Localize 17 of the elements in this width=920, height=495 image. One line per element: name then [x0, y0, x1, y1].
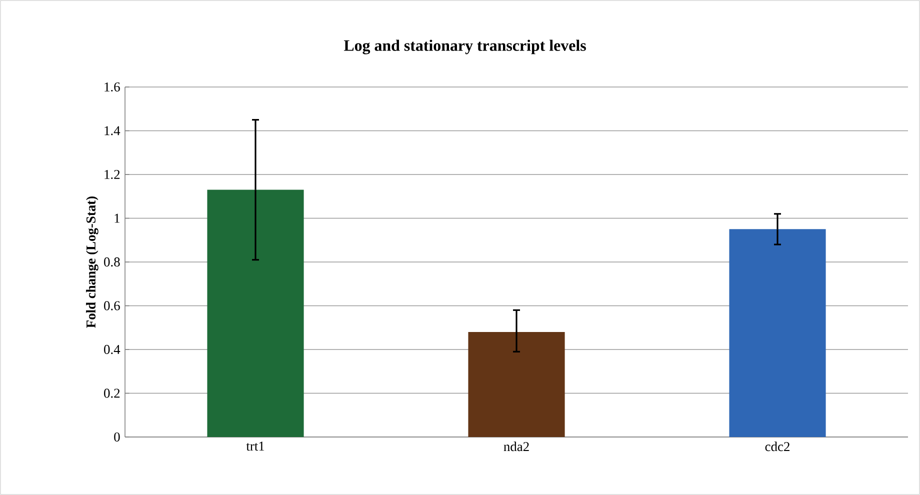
- y-tick-label: 1.6: [104, 82, 120, 92]
- x-tick-label: cdc2: [765, 442, 790, 452]
- y-tick-label: 0.8: [104, 257, 120, 267]
- y-tick-label: 0.2: [104, 388, 120, 398]
- x-tick-label: trt1: [246, 442, 264, 451]
- y-tick-label: 1.4: [104, 126, 120, 136]
- y-tick-label: 0: [114, 432, 120, 442]
- bar: [729, 229, 826, 437]
- bar: [207, 190, 304, 437]
- y-tick-label: 0.4: [104, 344, 120, 354]
- y-axis-title: Fold change (Log-Stat): [86, 196, 98, 328]
- y-tick-label: 0.6: [104, 301, 120, 310]
- y-tick-label: 1: [114, 214, 120, 223]
- bar: [468, 332, 565, 437]
- x-tick-label: nda2: [504, 442, 529, 452]
- chart-title: Log and stationary transcript levels: [344, 40, 586, 54]
- y-tick-label: 1.2: [104, 170, 120, 180]
